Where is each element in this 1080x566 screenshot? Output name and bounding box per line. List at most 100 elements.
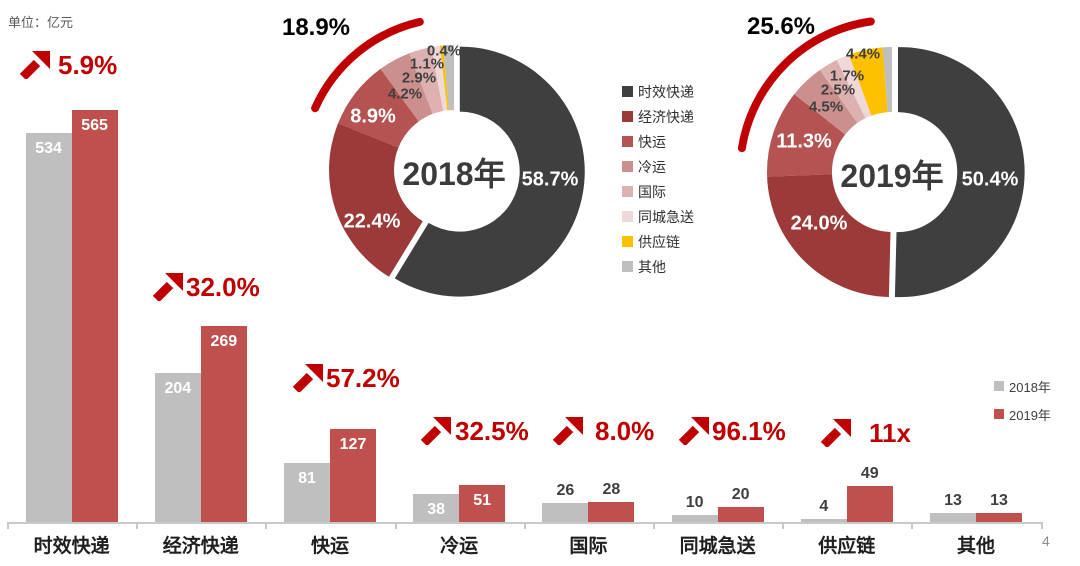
axis-tick xyxy=(7,522,9,529)
growth-arrow-icon xyxy=(20,51,50,79)
legend-swatch xyxy=(622,86,633,97)
donut-slice-2018-3 xyxy=(380,53,433,122)
donut-2019-title: 2019年 xyxy=(840,158,944,194)
series-legend-item-2019年: 2019年 xyxy=(994,400,1051,428)
growth-arrow-icon xyxy=(553,417,583,445)
growth-arrow-icon xyxy=(421,417,451,445)
donut-slice-2018-6 xyxy=(439,45,449,111)
bar-value-2018年-4: 26 xyxy=(556,482,575,499)
category-label-2: 快运 xyxy=(310,536,349,557)
bar-value-2018年-5: 10 xyxy=(685,494,704,511)
legend-label: 2018年 xyxy=(1009,379,1051,395)
legend-swatch xyxy=(994,409,1004,419)
growth-value: 8.0% xyxy=(595,416,655,446)
bar-value-2019年-0: 565 xyxy=(81,117,108,134)
donut-label-2018-0: 58.7% xyxy=(521,168,579,191)
bar-value-2019年-7: 13 xyxy=(990,492,1008,509)
arc-annotation-2018: 18.9% xyxy=(281,14,351,41)
donut-slice-2019-7 xyxy=(882,47,892,113)
donut-slice-2018-4 xyxy=(409,47,444,114)
donut-slice-2019-4 xyxy=(819,59,866,123)
donut-label-2018-4: 2.9% xyxy=(401,69,437,87)
donut-slice-2018-5 xyxy=(431,45,448,111)
growth-value: 32.5% xyxy=(455,416,529,446)
donut-slice-2019-2 xyxy=(767,94,846,177)
donut-label-2018-6: 0.4% xyxy=(426,42,462,60)
bar-value-2019年-4: 28 xyxy=(602,481,621,498)
axis-tick xyxy=(1040,522,1043,529)
donut-label-2019-2: 11.3% xyxy=(776,130,832,153)
bar-value-2018年-6: 4 xyxy=(819,498,829,515)
donut-label-2019-0: 50.4% xyxy=(961,168,1019,191)
bar-2018年-5 xyxy=(671,515,718,522)
bar-2018年-0 xyxy=(25,133,72,522)
legend-swatch xyxy=(622,186,633,197)
bar-value-2018年-0: 534 xyxy=(35,140,62,157)
category-label-0: 时效快递 xyxy=(33,536,110,557)
growth-arrow-icon xyxy=(679,417,709,445)
growth-arc-2018 xyxy=(311,17,424,113)
category-label-3: 冷运 xyxy=(440,536,479,557)
legend-label: 2019年 xyxy=(1009,407,1051,423)
legend-swatch xyxy=(622,261,633,272)
bar-value-2019年-5: 20 xyxy=(731,486,750,503)
bar-2018年-3 xyxy=(413,494,460,522)
bar-value-2018年-7: 13 xyxy=(944,492,962,509)
donut-label-2018-3: 4.2% xyxy=(387,85,423,103)
legend-item-供应链: 供应链 xyxy=(622,229,694,254)
bar-value-2019年-3: 51 xyxy=(473,492,492,509)
bar-2019年-4 xyxy=(588,502,635,522)
category-label-6: 供应链 xyxy=(818,536,876,557)
growth-annotation-2: 57.2% xyxy=(293,364,400,392)
category-label-5: 同城急送 xyxy=(679,536,756,557)
legend-item-经济快递: 经济快递 xyxy=(622,104,694,129)
bar-value-2018年-3: 38 xyxy=(427,501,446,518)
legend-swatch xyxy=(622,161,633,172)
bar-2019年-2 xyxy=(330,429,376,522)
legend-swatch xyxy=(994,381,1004,391)
donut-2018 xyxy=(311,17,585,297)
growth-arrow-icon xyxy=(821,419,851,447)
bar-2019年-0 xyxy=(71,110,118,522)
bar-2019年-7 xyxy=(976,513,1022,522)
growth-annotation-3: 32.5% xyxy=(421,417,529,445)
bar-2019年-5 xyxy=(717,507,764,522)
growth-arrow-icon xyxy=(153,273,183,301)
axis-tick xyxy=(394,522,397,529)
bar-2018年-4 xyxy=(542,503,589,522)
donut-slice-2018-2 xyxy=(338,68,419,148)
legend-item-同城急送: 同城急送 xyxy=(622,204,694,229)
unit-label: 单位：亿元 xyxy=(8,15,74,30)
bar-2018年-7 xyxy=(930,513,976,522)
legend-item-快运: 快运 xyxy=(622,129,694,154)
legend-label: 其他 xyxy=(638,258,666,275)
donut-label-2018-2: 8.9% xyxy=(350,105,396,128)
legend-swatch xyxy=(622,111,633,122)
axis-tick xyxy=(136,522,139,529)
bar-2019年-6 xyxy=(846,486,893,522)
growth-value: 96.1% xyxy=(712,416,786,446)
growth-arrow-icon xyxy=(293,364,323,392)
donut-label-2019-1: 24.0% xyxy=(790,212,848,235)
growth-value: 32.0% xyxy=(186,272,260,302)
legend-label: 供应链 xyxy=(638,233,680,250)
donut-label-2018-5: 1.1% xyxy=(409,55,445,73)
axis-tick xyxy=(653,522,655,529)
legend-swatch xyxy=(622,211,633,222)
donut-slice-2019-0 xyxy=(894,47,1025,298)
donut-slice-2019-5 xyxy=(836,54,872,119)
donut-label-2019-5: 1.7% xyxy=(829,67,865,85)
category-label-4: 国际 xyxy=(569,536,608,557)
arc-annotation-2019: 25.6% xyxy=(746,13,816,40)
legend-label: 冷运 xyxy=(638,158,666,175)
donut-slice-2018-7 xyxy=(443,45,454,111)
donut-2018-title: 2018年 xyxy=(402,156,506,192)
bar-2019年-1 xyxy=(200,326,247,522)
category-label-7: 其他 xyxy=(956,536,995,557)
bar-value-2019年-1: 269 xyxy=(210,333,238,350)
donut-slice-2019-1 xyxy=(767,174,891,297)
growth-annotation-0: 5.9% xyxy=(20,51,117,79)
donut-label-2019-3: 4.5% xyxy=(808,98,844,116)
donut-legend: 时效快递 经济快递 快运 冷运 国际 同城急送 供应链 其他 xyxy=(622,79,694,279)
